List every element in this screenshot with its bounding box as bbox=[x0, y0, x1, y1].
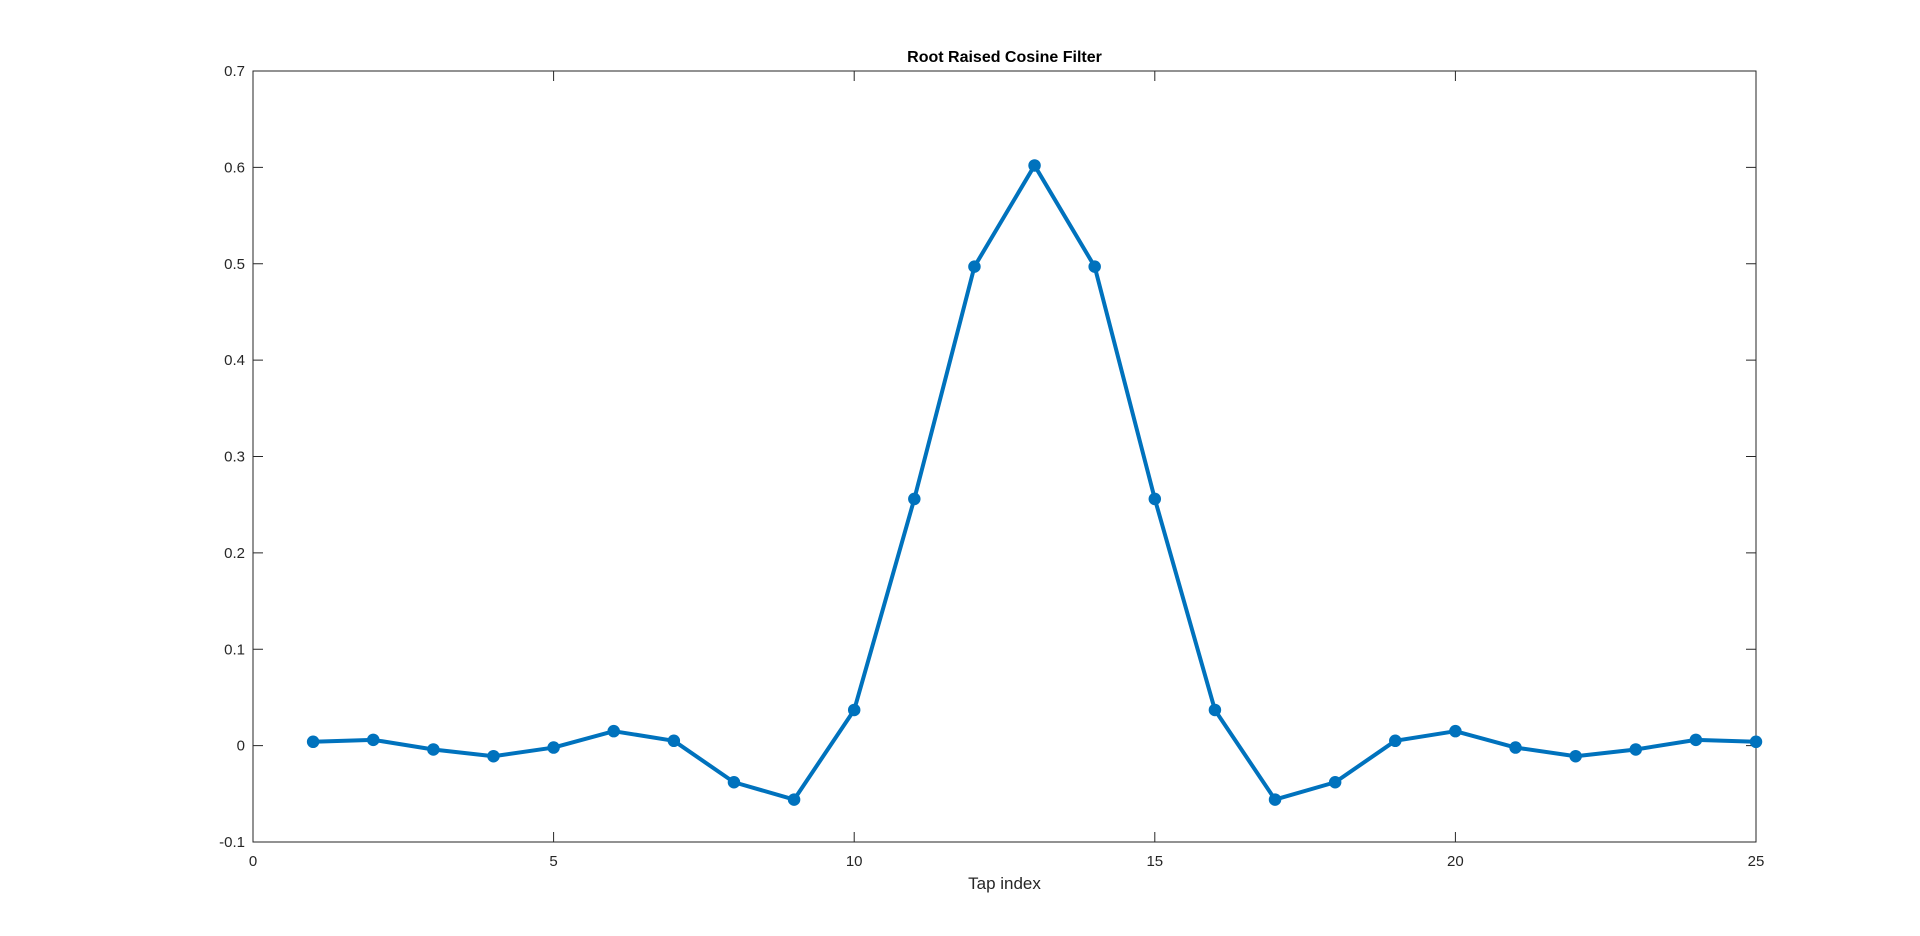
ticks: 0 5 10 15 20 25-0.100.10.20.30.40.50.60.7 bbox=[219, 63, 1764, 870]
data-point bbox=[1328, 775, 1342, 789]
x-tick-label: 20 bbox=[1447, 853, 1464, 870]
data-point bbox=[607, 724, 620, 738]
data-point bbox=[1389, 734, 1402, 748]
data-point bbox=[1088, 260, 1101, 273]
y-tick-label: 0.3 bbox=[224, 449, 245, 466]
data-point bbox=[1268, 793, 1282, 806]
data-point bbox=[1208, 703, 1222, 717]
data-point bbox=[968, 260, 981, 273]
data-point bbox=[1569, 749, 1582, 763]
data-point bbox=[727, 775, 741, 789]
x-tick-label: 15 bbox=[1146, 853, 1163, 870]
y-tick-label: 0.4 bbox=[224, 352, 245, 369]
data-point bbox=[908, 492, 921, 506]
chart-title: Root Raised Cosine Filter bbox=[907, 49, 1102, 66]
data-point bbox=[1749, 735, 1763, 749]
y-tick-label: -0.1 bbox=[219, 834, 245, 851]
x-tick-label: 5 bbox=[549, 853, 557, 870]
data-point bbox=[667, 734, 681, 748]
data-point bbox=[1629, 743, 1643, 756]
data-point bbox=[427, 743, 440, 756]
plot-area bbox=[253, 71, 1756, 842]
series-layer bbox=[306, 159, 1763, 806]
data-point bbox=[1148, 492, 1162, 506]
axes-box bbox=[252, 70, 1757, 843]
x-axis-label: Tap index bbox=[968, 874, 1041, 893]
data-point bbox=[1028, 159, 1041, 172]
x-tick-label: 10 bbox=[846, 853, 863, 870]
y-tick-label: 0.5 bbox=[224, 256, 245, 273]
x-tick-label: 25 bbox=[1748, 853, 1765, 870]
data-point bbox=[366, 733, 380, 747]
data-point bbox=[1449, 724, 1462, 738]
data-point bbox=[306, 735, 320, 749]
data-point bbox=[487, 749, 500, 763]
data-point bbox=[1509, 741, 1522, 754]
y-tick-label: 0.1 bbox=[224, 641, 245, 658]
y-tick-label: 0 bbox=[237, 738, 245, 755]
data-point bbox=[1689, 733, 1703, 747]
x-tick-label: 0 bbox=[249, 853, 257, 870]
data-point bbox=[847, 703, 861, 717]
y-tick-label: 0.7 bbox=[224, 63, 245, 80]
y-tick-label: 0.6 bbox=[224, 159, 245, 176]
y-tick-label: 0.2 bbox=[224, 545, 245, 562]
data-point bbox=[547, 741, 560, 754]
data-point bbox=[787, 793, 801, 806]
